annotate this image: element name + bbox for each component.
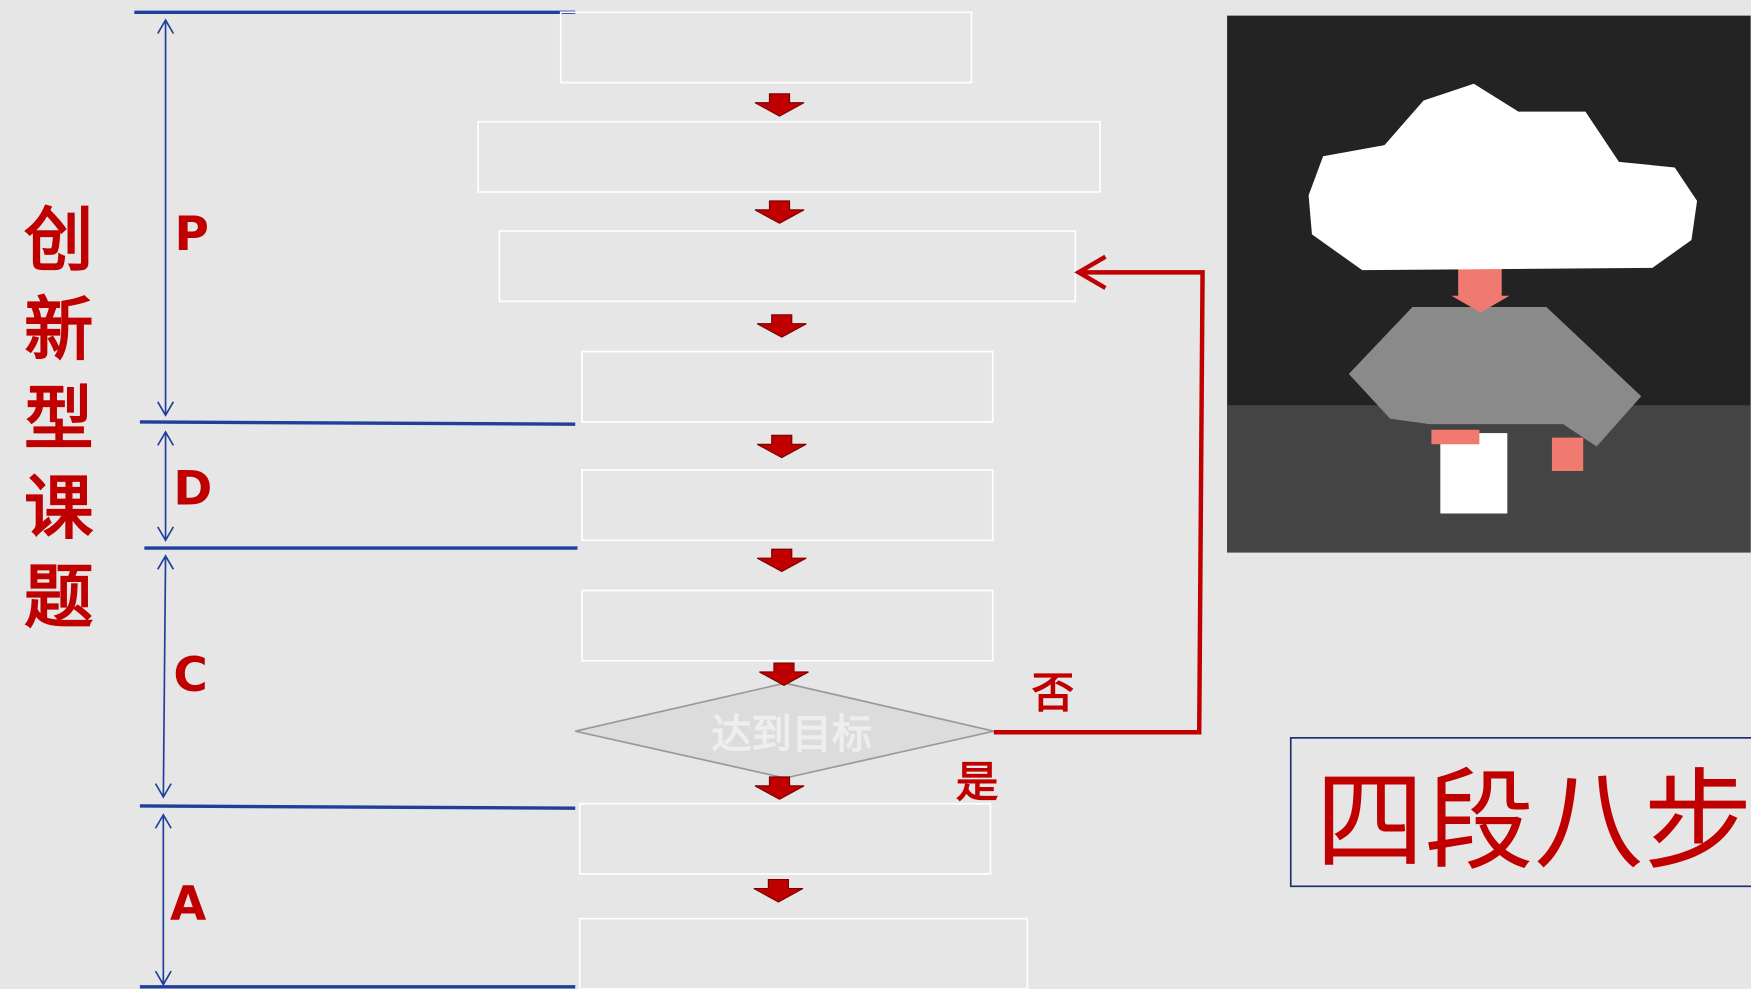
- phase-label: A: [170, 877, 207, 932]
- dimension-arrow: [154, 813, 172, 987]
- paper: [1440, 433, 1508, 514]
- divider: [139, 804, 576, 810]
- feedback-arrow: [993, 254, 1205, 735]
- hands: [1431, 429, 1584, 472]
- dimension-arrow: [157, 18, 175, 417]
- step-box: [477, 120, 1101, 193]
- divider: [139, 420, 576, 426]
- down-arrow: [754, 200, 805, 224]
- step-box: [498, 230, 1077, 303]
- yes-label: 是: [956, 759, 999, 808]
- step-box: [559, 11, 973, 84]
- down-arrow: [756, 314, 807, 338]
- flow-arrows: [753, 93, 809, 903]
- torso: [1414, 312, 1549, 405]
- phase-label: P: [174, 207, 208, 262]
- caption-box: [1289, 737, 1751, 888]
- phase-lines: [134, 10, 578, 989]
- illustration: [1227, 15, 1751, 553]
- down-arrow: [754, 93, 805, 117]
- neck: [1451, 267, 1510, 313]
- step-box: [578, 917, 1029, 989]
- step-box: [581, 469, 994, 542]
- phase-label: D: [173, 462, 212, 517]
- step-box: [578, 802, 992, 875]
- no-label: 否: [1032, 670, 1074, 719]
- down-arrow: [756, 434, 807, 459]
- flow-steps: [477, 11, 1101, 989]
- step-box: [581, 350, 994, 423]
- decision-label: 达到目标: [711, 712, 872, 758]
- down-arrow: [756, 548, 807, 573]
- down-arrow: [753, 879, 804, 903]
- down-arrow: [754, 776, 805, 800]
- phase-label: C: [173, 648, 207, 703]
- cloud: [1308, 83, 1698, 271]
- down-arrow: [759, 662, 809, 687]
- step-box: [581, 589, 994, 662]
- sidebar-title: 创新型课题: [12, 203, 94, 649]
- dimension-arrow: [154, 554, 175, 799]
- dimension-arrow: [157, 430, 175, 542]
- caption: 四段八步: [1315, 758, 1751, 886]
